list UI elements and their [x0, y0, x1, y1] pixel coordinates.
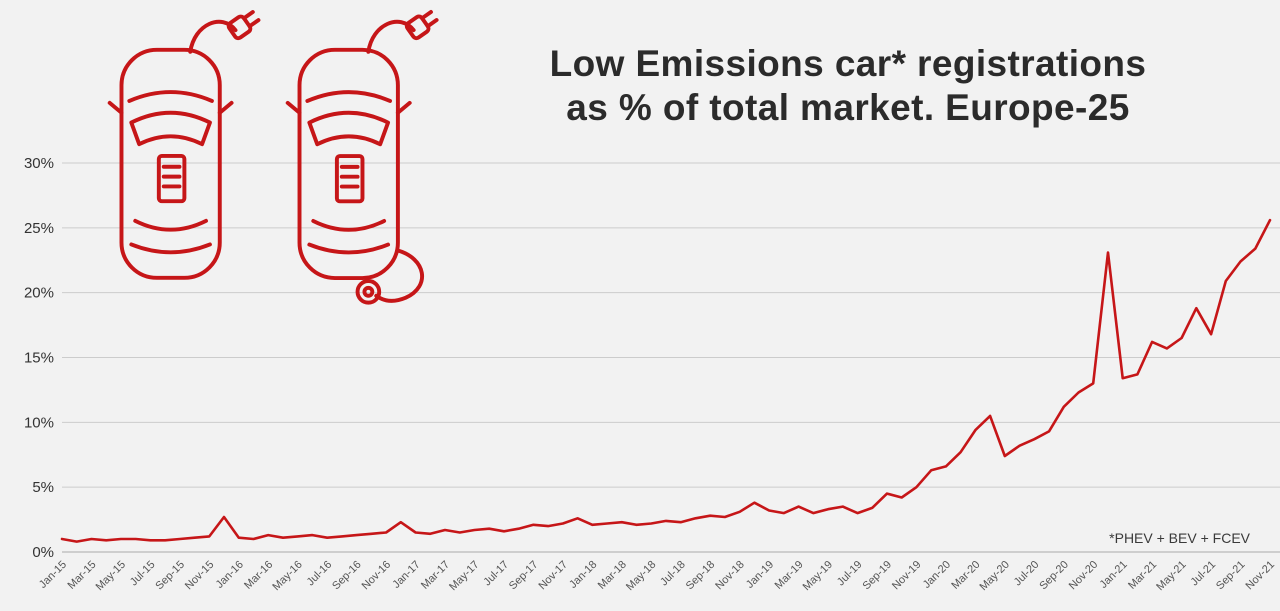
chart-title-line1: Low Emissions car* registrations — [549, 43, 1147, 84]
x-axis-label: Sep-16 — [330, 559, 364, 593]
x-axis-label: Mar-21 — [1126, 559, 1159, 592]
charging-cable — [188, 19, 238, 54]
y-axis-label: 20% — [24, 285, 54, 302]
x-axis-label: Nov-21 — [1244, 559, 1278, 593]
charging-cable — [366, 19, 416, 54]
x-axis-label: Nov-15 — [183, 559, 217, 593]
x-axis-label: May-18 — [624, 559, 658, 593]
data-line — [60, 218, 1272, 543]
chart-title: Low Emissions car* registrations as % of… — [430, 42, 1266, 129]
car-body — [285, 47, 412, 281]
x-axis-label: Mar-19 — [773, 559, 806, 592]
x-axis-label: Mar-17 — [419, 559, 452, 592]
chart-title-line2: as % of total market. Europe-25 — [566, 86, 1130, 128]
x-axis-label: May-19 — [801, 559, 835, 593]
x-axis-label: Nov-18 — [713, 559, 747, 593]
x-axis-label: Sep-20 — [1037, 559, 1071, 593]
x-axis-label: May-21 — [1154, 559, 1188, 593]
ev-cars-illustration — [92, 6, 452, 312]
y-axis-label: 30% — [24, 155, 54, 172]
x-axis-label: Mar-15 — [65, 559, 98, 592]
charging-connector-icon — [355, 248, 424, 305]
x-axis-label: Nov-19 — [890, 559, 924, 593]
x-axis-label: May-20 — [977, 559, 1011, 593]
x-axis-label: Mar-18 — [596, 559, 629, 592]
x-axis-label: Mar-20 — [949, 559, 982, 592]
x-axis-label: Sep-15 — [153, 559, 187, 593]
y-axis-label: 15% — [24, 350, 54, 367]
x-axis-label: Jan-18 — [567, 559, 599, 591]
charging-plug-icon — [404, 10, 439, 41]
x-axis-label: Nov-17 — [536, 559, 570, 593]
y-axis-label: 5% — [32, 479, 54, 496]
x-axis-label: Jan-21 — [1098, 559, 1130, 591]
x-axis-label: May-15 — [94, 559, 128, 593]
ev-car-illustration-right — [285, 10, 439, 305]
ev-car-illustration-left — [107, 10, 261, 280]
x-axis-label: Sep-19 — [861, 559, 895, 593]
y-axis-label: 25% — [24, 220, 54, 237]
x-axis-label: Jan-20 — [921, 559, 953, 591]
x-axis-label: Nov-16 — [360, 559, 394, 593]
y-axis-label: 0% — [32, 544, 54, 561]
battery-icon — [156, 154, 187, 204]
x-axis-label: Nov-20 — [1067, 559, 1101, 593]
y-axis-label: 10% — [24, 414, 54, 431]
car-body — [107, 47, 234, 280]
x-axis-label: Jan-16 — [214, 559, 246, 591]
x-axis-label: Jan-19 — [744, 559, 776, 591]
battery-icon — [334, 154, 365, 204]
charging-plug-icon — [226, 10, 261, 41]
x-axis-label: Sep-18 — [684, 559, 718, 593]
x-axis-label: Jan-17 — [390, 559, 422, 591]
x-axis-label: May-17 — [447, 559, 481, 593]
x-axis-label: May-16 — [270, 559, 304, 593]
x-axis-label: Sep-17 — [507, 559, 541, 593]
chart-footnote: *PHEV + BEV + FCEV — [1109, 530, 1250, 546]
x-axis-label: Sep-21 — [1214, 559, 1248, 593]
x-axis-label: Jan-15 — [37, 559, 69, 591]
x-axis-label: Mar-16 — [242, 559, 275, 592]
